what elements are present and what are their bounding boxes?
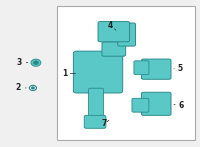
FancyBboxPatch shape xyxy=(141,92,171,115)
FancyBboxPatch shape xyxy=(89,88,104,121)
FancyBboxPatch shape xyxy=(98,22,130,42)
FancyBboxPatch shape xyxy=(73,51,123,93)
Text: 1: 1 xyxy=(62,69,67,78)
Circle shape xyxy=(31,59,41,66)
Circle shape xyxy=(32,87,34,89)
FancyBboxPatch shape xyxy=(132,98,149,112)
FancyBboxPatch shape xyxy=(84,115,106,128)
FancyBboxPatch shape xyxy=(134,61,149,75)
Text: 2: 2 xyxy=(16,83,21,92)
Text: 6: 6 xyxy=(179,101,184,110)
Text: 3: 3 xyxy=(17,58,22,67)
Text: 4: 4 xyxy=(108,21,113,30)
Text: 5: 5 xyxy=(178,64,183,73)
FancyBboxPatch shape xyxy=(57,6,195,140)
Text: 7: 7 xyxy=(102,119,107,128)
FancyBboxPatch shape xyxy=(102,42,126,56)
Circle shape xyxy=(33,61,38,65)
FancyBboxPatch shape xyxy=(118,23,136,46)
FancyBboxPatch shape xyxy=(141,59,171,79)
